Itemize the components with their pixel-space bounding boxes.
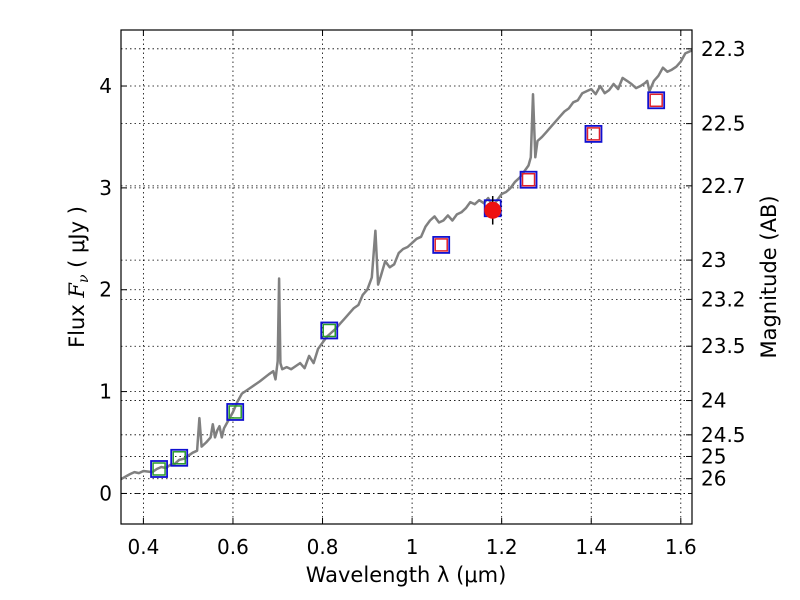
y-tick-label: 0 — [99, 481, 112, 505]
mag-tick-label: 22.3 — [701, 37, 746, 61]
observed-marker — [170, 448, 189, 467]
axis-ticks — [121, 30, 692, 524]
mag-tick-label: 25 — [701, 444, 726, 468]
observed-marker — [320, 321, 339, 340]
model-marker — [228, 405, 242, 419]
x-tick-label: 0.8 — [307, 535, 339, 559]
x-tick-label: 1.2 — [486, 535, 518, 559]
observed-marker — [584, 124, 603, 143]
y-tick-label: 2 — [99, 278, 112, 302]
x-tick-label: 1.4 — [575, 535, 607, 559]
observed-marker — [150, 460, 168, 478]
model-marker — [521, 172, 536, 187]
observed-marker — [432, 236, 451, 254]
observed-marker — [647, 91, 666, 110]
observed-marker — [226, 403, 245, 421]
x-axis-label: Wavelength λ (μm) — [306, 563, 507, 587]
x-tick-label: 0.4 — [127, 535, 159, 559]
spectrum-line — [121, 49, 692, 481]
y2-axis-label: Magnitude (AB) — [757, 195, 781, 358]
series-layer — [121, 49, 692, 481]
mag-tick-label: 26 — [701, 467, 726, 491]
mag-tick-label: 23.5 — [701, 334, 746, 358]
model-marker — [434, 238, 448, 252]
plot-frame — [120, 29, 693, 525]
x-tick-label: 1 — [406, 535, 419, 559]
grid — [121, 30, 692, 524]
mag-tick-label: 23 — [701, 248, 726, 272]
y-tick-label: 4 — [99, 74, 112, 98]
tick-labels: 0.4 0.6 0.8 1 1.2 1.4 1.60123422.322.522.72323… — [99, 37, 745, 559]
y-tick-label: 3 — [99, 176, 112, 200]
model-marker — [152, 462, 166, 476]
mag-tick-label: 24 — [701, 389, 726, 413]
y-tick-label: 1 — [99, 380, 112, 404]
mag-tick-label: 24.5 — [701, 423, 746, 447]
model-marker — [586, 127, 601, 141]
measured-point — [484, 201, 502, 219]
mag-tick-label: 23.2 — [701, 287, 746, 311]
y-axis-label: Flux Fν ( μJy ) — [65, 206, 92, 348]
model-marker — [322, 323, 336, 338]
mag-tick-label: 22.7 — [701, 174, 746, 198]
model-marker — [172, 451, 186, 465]
model-marker — [649, 93, 663, 108]
x-tick-label: 1.6 — [665, 535, 697, 559]
mag-tick-label: 22.5 — [701, 112, 746, 136]
x-tick-label: 0.6 — [217, 535, 249, 559]
observed-marker — [519, 170, 538, 189]
